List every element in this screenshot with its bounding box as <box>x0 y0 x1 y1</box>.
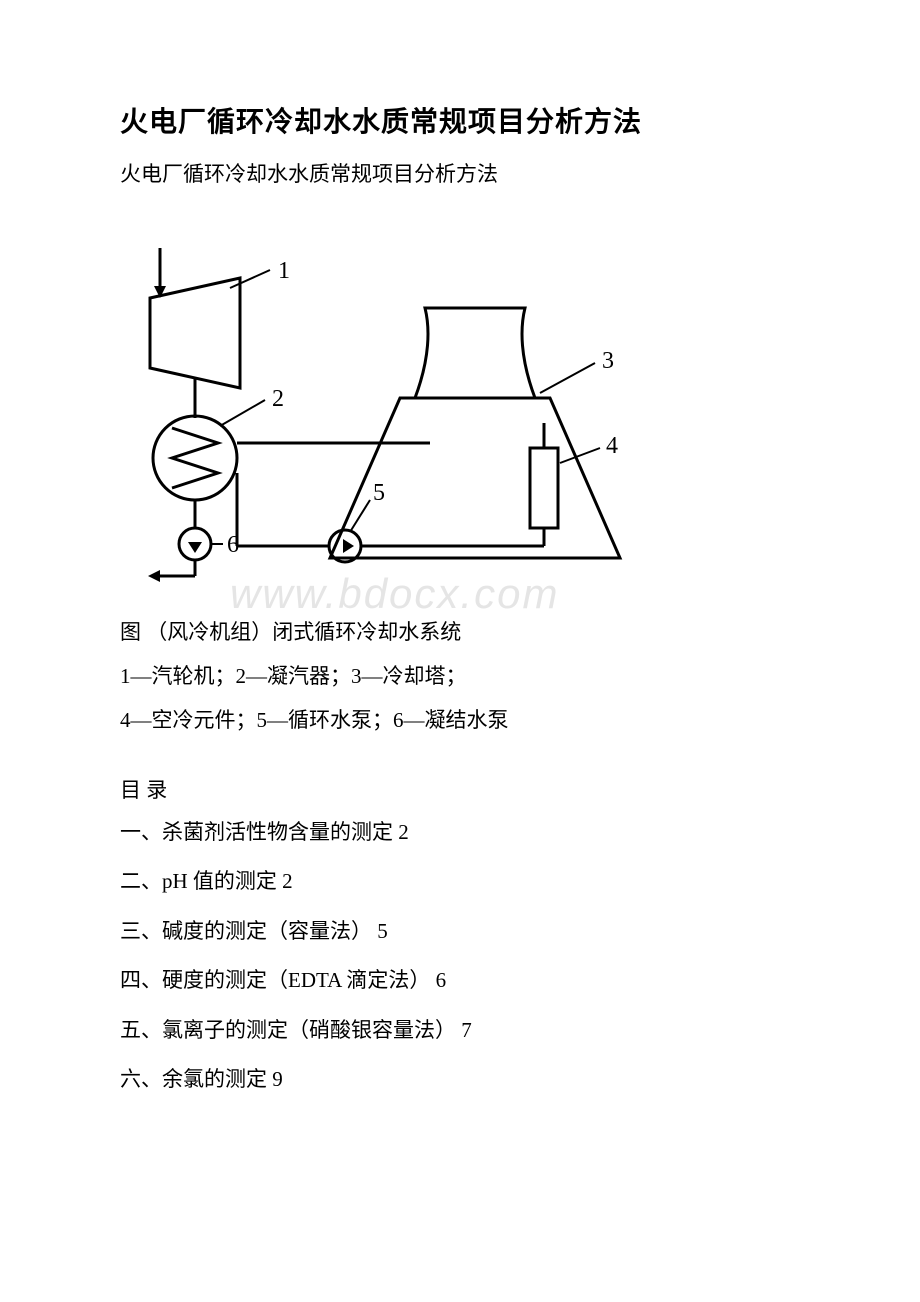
diagram-label-1: 1 <box>278 258 290 284</box>
diagram-caption: 图 （风冷机组）闭式循环冷却水系统 <box>120 616 800 646</box>
diagram-label-6: 6 <box>227 532 239 558</box>
diagram-label-2: 2 <box>272 386 284 412</box>
toc-item: 二、pH 值的测定 2 <box>120 867 800 896</box>
cooling-system-diagram: 1 2 3 4 5 <box>120 248 660 588</box>
toc-item: 四、硬度的测定（EDTA 滴定法） 6 <box>120 966 800 995</box>
diagram-legend-line-1: 1—汽轮机；2—凝汽器；3—冷却塔； <box>120 660 800 690</box>
diagram-label-5: 5 <box>373 480 385 506</box>
toc-heading: 目 录 <box>120 774 800 804</box>
toc-item: 五、氯离子的测定（硝酸银容量法） 7 <box>120 1016 800 1045</box>
diagram-legend-line-2: 4—空冷元件；5—循环水泵；6—凝结水泵 <box>120 704 800 734</box>
diagram-label-3: 3 <box>602 348 614 374</box>
page-title: 火电厂循环冷却水水质常规项目分析方法 <box>120 100 800 140</box>
page-subtitle: 火电厂循环冷却水水质常规项目分析方法 <box>120 158 800 188</box>
diagram: 1 2 3 4 5 <box>120 248 660 588</box>
toc-item: 一、杀菌剂活性物含量的测定 2 <box>120 818 800 847</box>
toc-item: 三、碱度的测定（容量法） 5 <box>120 917 800 946</box>
toc-item: 六、余氯的测定 9 <box>120 1065 800 1094</box>
diagram-label-4: 4 <box>606 433 618 459</box>
